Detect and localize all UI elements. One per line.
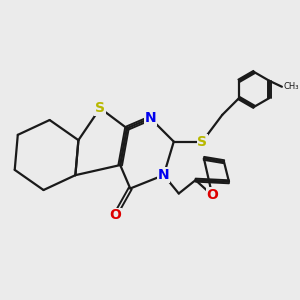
Text: S: S — [95, 101, 105, 115]
Text: N: N — [145, 111, 156, 125]
Text: O: O — [109, 208, 121, 222]
Text: O: O — [206, 188, 218, 202]
Text: S: S — [197, 135, 207, 148]
Text: N: N — [158, 168, 170, 182]
Text: CH₃: CH₃ — [283, 82, 299, 91]
